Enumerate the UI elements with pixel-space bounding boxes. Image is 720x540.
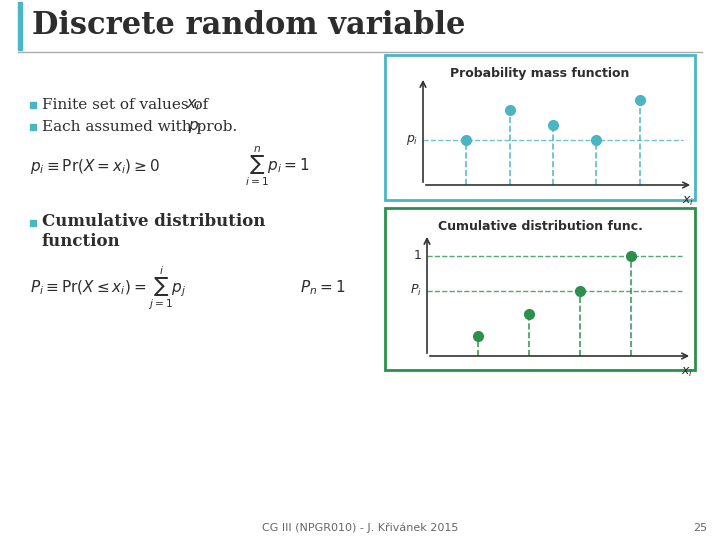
Text: function: function: [42, 233, 121, 251]
Bar: [30, 220, 36, 226]
Text: $P_i \equiv \Pr\!\left(X \leq x_i\right) = \sum_{j=1}^{i} p_j$: $P_i \equiv \Pr\!\left(X \leq x_i\right)…: [30, 264, 186, 312]
Text: 1: 1: [414, 249, 422, 262]
Text: Cumulative distribution func.: Cumulative distribution func.: [438, 220, 642, 233]
Bar: [18, 2, 22, 50]
Bar: [30, 124, 36, 130]
Text: $p_i$: $p_i$: [189, 119, 203, 135]
Text: $P_i$: $P_i$: [410, 284, 422, 298]
Text: Cumulative distribution: Cumulative distribution: [42, 213, 266, 231]
Text: CG III (NPGR010) - J. Křivánek 2015: CG III (NPGR010) - J. Křivánek 2015: [262, 523, 458, 534]
Text: Probability mass function: Probability mass function: [450, 67, 630, 80]
Bar: [30, 102, 36, 108]
Text: Finite set of values of: Finite set of values of: [42, 98, 213, 112]
Text: $p_i \equiv \Pr(X = x_i) \geq 0$: $p_i \equiv \Pr(X = x_i) \geq 0$: [30, 157, 160, 176]
Text: Each assumed with prob.: Each assumed with prob.: [42, 120, 242, 134]
Text: $\sum_{i=1}^{n} p_i = 1$: $\sum_{i=1}^{n} p_i = 1$: [245, 144, 310, 188]
Text: Discrete random variable: Discrete random variable: [32, 10, 466, 42]
Text: 25: 25: [693, 523, 707, 533]
Text: $x_i$: $x_i$: [681, 366, 693, 379]
FancyBboxPatch shape: [385, 55, 695, 200]
Text: $p_i$: $p_i$: [405, 133, 418, 147]
Text: $P_n = 1$: $P_n = 1$: [300, 279, 346, 298]
FancyBboxPatch shape: [385, 208, 695, 370]
Text: $x_i$: $x_i$: [682, 195, 694, 208]
Text: $x_i$: $x_i$: [186, 97, 200, 113]
